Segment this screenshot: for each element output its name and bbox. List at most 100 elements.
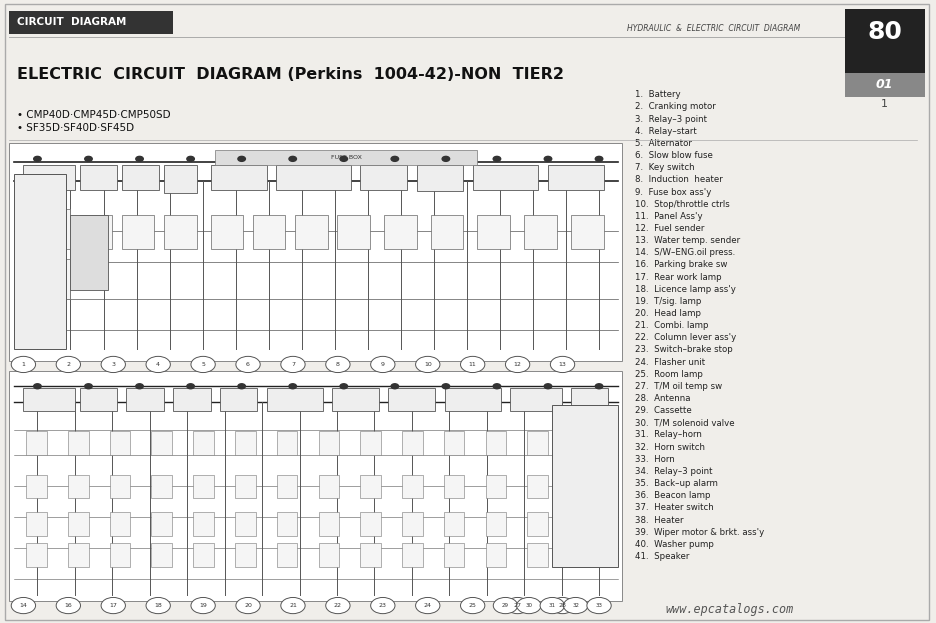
Bar xyxy=(9,143,622,361)
Text: 21.  Combi. lamp: 21. Combi. lamp xyxy=(635,321,709,330)
Bar xyxy=(23,165,75,190)
Circle shape xyxy=(391,384,399,389)
Text: 23: 23 xyxy=(379,603,387,608)
Bar xyxy=(220,388,257,411)
Circle shape xyxy=(493,156,501,161)
Circle shape xyxy=(326,597,350,614)
Circle shape xyxy=(236,356,260,373)
Text: 4.  Relay–start: 4. Relay–start xyxy=(635,127,696,136)
Text: 19: 19 xyxy=(199,603,207,608)
Bar xyxy=(527,475,548,498)
Bar xyxy=(360,475,381,498)
Text: 23.  Switch–brake stop: 23. Switch–brake stop xyxy=(635,345,732,354)
Bar xyxy=(444,512,464,536)
Circle shape xyxy=(11,356,36,373)
Text: ELECTRIC  CIRCUIT  DIAGRAM (Perkins  1004-42)-NON  TIER2: ELECTRIC CIRCUIT DIAGRAM (Perkins 1004-4… xyxy=(17,67,563,82)
Text: 30: 30 xyxy=(525,603,533,608)
Bar xyxy=(14,174,66,349)
Bar xyxy=(235,543,256,567)
Text: 80: 80 xyxy=(867,21,902,44)
Bar xyxy=(235,431,256,455)
Circle shape xyxy=(238,156,245,161)
Text: 2: 2 xyxy=(66,362,70,367)
Text: 4: 4 xyxy=(156,362,160,367)
Bar xyxy=(360,165,407,190)
Bar xyxy=(193,512,213,536)
Text: 40.  Washer pump: 40. Washer pump xyxy=(635,540,713,549)
Circle shape xyxy=(550,597,575,614)
Bar xyxy=(569,475,590,498)
Circle shape xyxy=(442,384,449,389)
Text: 8.  Induction  heater: 8. Induction heater xyxy=(635,176,723,184)
Text: 38.  Heater: 38. Heater xyxy=(635,516,683,525)
Circle shape xyxy=(34,156,41,161)
Bar xyxy=(332,388,379,411)
Circle shape xyxy=(587,597,611,614)
Bar xyxy=(211,215,243,249)
Text: 1: 1 xyxy=(881,99,888,109)
Bar xyxy=(444,431,464,455)
Text: 30.  T/M solenoid valve: 30. T/M solenoid valve xyxy=(635,419,734,427)
Bar xyxy=(80,388,117,411)
FancyBboxPatch shape xyxy=(9,11,173,34)
Circle shape xyxy=(493,384,501,389)
Bar xyxy=(524,215,557,249)
Circle shape xyxy=(34,384,41,389)
Text: HYDRAULIC  &  ELECTRIC  CIRCUIT  DIAGRAM: HYDRAULIC & ELECTRIC CIRCUIT DIAGRAM xyxy=(627,24,800,32)
Circle shape xyxy=(505,356,530,373)
Text: 8: 8 xyxy=(336,362,340,367)
Text: 31: 31 xyxy=(548,603,556,608)
Circle shape xyxy=(238,384,245,389)
Bar xyxy=(215,150,477,165)
Bar xyxy=(569,431,590,455)
Text: 36.  Beacon lamp: 36. Beacon lamp xyxy=(635,491,710,500)
Text: 37.  Heater switch: 37. Heater switch xyxy=(635,503,713,512)
Bar xyxy=(431,215,463,249)
Text: 11.  Panel Ass'y: 11. Panel Ass'y xyxy=(635,212,702,221)
Text: 9.  Fuse box ass'y: 9. Fuse box ass'y xyxy=(635,188,711,196)
Bar xyxy=(68,431,89,455)
Bar xyxy=(122,215,154,249)
Circle shape xyxy=(416,356,440,373)
Circle shape xyxy=(289,384,297,389)
Circle shape xyxy=(517,597,541,614)
Bar xyxy=(360,431,381,455)
Text: 20.  Head lamp: 20. Head lamp xyxy=(635,309,701,318)
Text: 7: 7 xyxy=(291,362,295,367)
Circle shape xyxy=(563,597,588,614)
Bar xyxy=(318,512,339,536)
Text: 6.  Slow blow fuse: 6. Slow blow fuse xyxy=(635,151,712,160)
Circle shape xyxy=(340,156,347,161)
Bar xyxy=(527,543,548,567)
Circle shape xyxy=(187,156,195,161)
Circle shape xyxy=(442,156,449,161)
Bar xyxy=(26,475,47,498)
Text: CIRCUIT  DIAGRAM: CIRCUIT DIAGRAM xyxy=(17,17,126,27)
Bar xyxy=(193,543,213,567)
Bar xyxy=(152,475,172,498)
Circle shape xyxy=(56,597,80,614)
Bar xyxy=(445,388,501,411)
Bar xyxy=(318,431,339,455)
Bar xyxy=(477,215,510,249)
Text: 10.  Stop/throttle ctrls: 10. Stop/throttle ctrls xyxy=(635,199,729,209)
Bar xyxy=(402,431,423,455)
Bar xyxy=(152,512,172,536)
Circle shape xyxy=(85,384,93,389)
Bar xyxy=(486,475,506,498)
Bar xyxy=(527,512,548,536)
Text: 24: 24 xyxy=(424,603,431,608)
Text: 22.  Column lever ass'y: 22. Column lever ass'y xyxy=(635,333,736,342)
Bar xyxy=(402,512,423,536)
Bar xyxy=(235,475,256,498)
FancyBboxPatch shape xyxy=(845,73,925,97)
Bar xyxy=(193,475,213,498)
Text: 5: 5 xyxy=(201,362,205,367)
Bar xyxy=(384,215,417,249)
Circle shape xyxy=(101,356,125,373)
Bar xyxy=(276,165,351,190)
Text: 33: 33 xyxy=(595,603,603,608)
Bar xyxy=(510,388,562,411)
Text: 20: 20 xyxy=(244,603,252,608)
Bar xyxy=(23,388,75,411)
